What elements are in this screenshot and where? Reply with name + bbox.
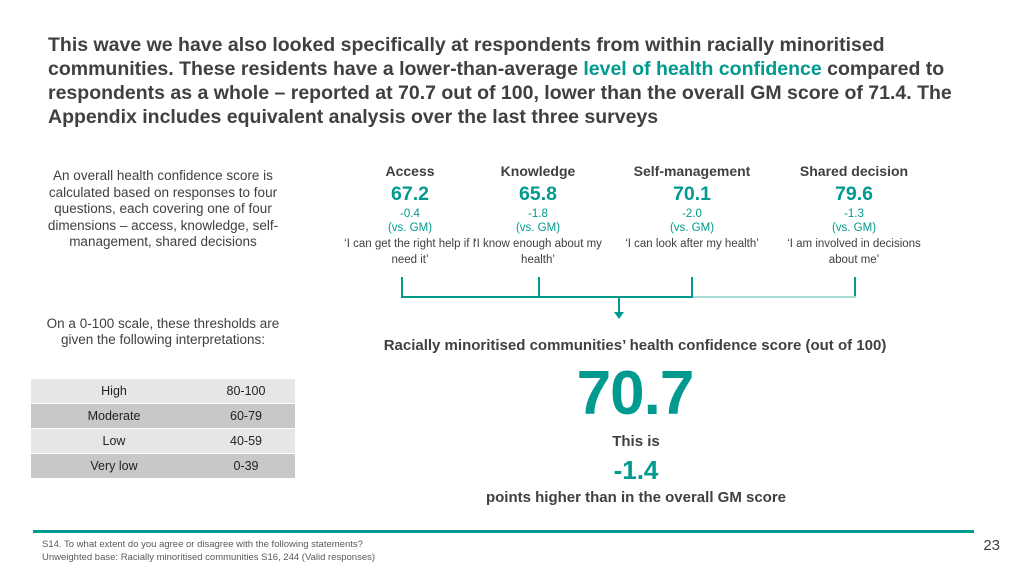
- threshold-row-moderate: Moderate 60-79: [31, 404, 295, 429]
- bracket-lines: [401, 277, 856, 319]
- headline-part-2: compared to respondents as a whole – rep…: [48, 58, 952, 128]
- dimension-vs: (vs. GM): [669, 222, 715, 234]
- threshold-label: Moderate: [87, 409, 141, 423]
- dimension-name: Shared decision: [799, 163, 909, 179]
- summary-points-text: points higher than in the overall GM sco…: [485, 489, 787, 506]
- dimension-quote: ‘I am involved in decisions about me’: [787, 238, 921, 266]
- dimension-score: 67.2: [391, 183, 429, 205]
- dimension-name: Self-management: [633, 163, 751, 179]
- dimension-scores: Access 67.2 -0.4 (vs. GM) ‘I can get the…: [340, 162, 921, 272]
- threshold-label: Very low: [90, 459, 138, 473]
- footnote-line-2: Unweighted base: Racially minoritised co…: [42, 552, 376, 563]
- dimension-quote: ‘I can get the right help if I need it’: [344, 238, 476, 266]
- threshold-range: 40-59: [230, 434, 262, 448]
- summary-this-is: This is: [612, 433, 660, 450]
- dimension-quote: ‘I can look after my health’: [625, 238, 759, 250]
- scale-text: On a 0-100 scale, these thresholds are g…: [46, 316, 280, 347]
- dimension-diff: -1.3: [844, 208, 864, 220]
- page-number: 23: [983, 537, 1000, 554]
- footnote: S14. To what extent do you agree or disa…: [42, 538, 642, 564]
- threshold-row-high: High 80-100: [31, 379, 295, 404]
- dimension-score: 79.6: [835, 183, 873, 205]
- threshold-range: 80-100: [226, 384, 266, 398]
- dimension-score: 65.8: [519, 183, 557, 205]
- summary-score: 70.7: [576, 359, 695, 428]
- dimension-self-management: Self-management 70.1 -2.0 (vs. GM) ‘I ca…: [622, 162, 762, 253]
- headline-part-1: This wave we have also looked specifical…: [48, 34, 885, 80]
- intro-text: An overall health confidence score is ca…: [47, 168, 279, 249]
- summary-diff: -1.4: [613, 455, 659, 485]
- summary-label: Racially minoritised communities’ health…: [383, 337, 887, 354]
- dimension-score: 70.1: [673, 183, 711, 205]
- dimension-knowledge: Knowledge 65.8 -1.8 (vs. GM) ‘I know eno…: [468, 162, 608, 268]
- arrow-down-icon: [614, 312, 624, 319]
- dimension-shared-decision: Shared decision 79.6 -1.3 (vs. GM) ‘I am…: [784, 162, 924, 268]
- dimension-name: Access: [385, 163, 435, 179]
- threshold-row-low: Low 40-59: [31, 429, 295, 454]
- footer-divider: [33, 530, 974, 533]
- threshold-label: Low: [102, 434, 126, 448]
- slide-headline: This wave we have also looked specifical…: [48, 33, 978, 129]
- dimension-access: Access 67.2 -0.4 (vs. GM) ‘I can get the…: [340, 162, 480, 268]
- thresholds-table: High 80-100 Moderate 60-79 Low 40-59 Ver…: [31, 379, 295, 479]
- threshold-range: 0-39: [233, 459, 259, 473]
- dimension-diff: -2.0: [682, 208, 702, 220]
- dimension-name: Knowledge: [500, 163, 576, 179]
- dimension-quote: ‘I know enough about my health’: [474, 238, 602, 266]
- dimension-vs: (vs. GM): [387, 222, 433, 234]
- headline-accent: level of health confidence: [583, 58, 822, 80]
- dimension-diff: -0.4: [400, 208, 420, 220]
- threshold-row-very-low: Very low 0-39: [31, 454, 295, 479]
- footnote-line-1: S14. To what extent do you agree or disa…: [42, 539, 363, 550]
- threshold-label: High: [101, 384, 127, 398]
- dimension-vs: (vs. GM): [831, 222, 877, 234]
- dimension-vs: (vs. GM): [515, 222, 561, 234]
- threshold-range: 60-79: [230, 409, 262, 423]
- dimension-diff: -1.8: [528, 208, 548, 220]
